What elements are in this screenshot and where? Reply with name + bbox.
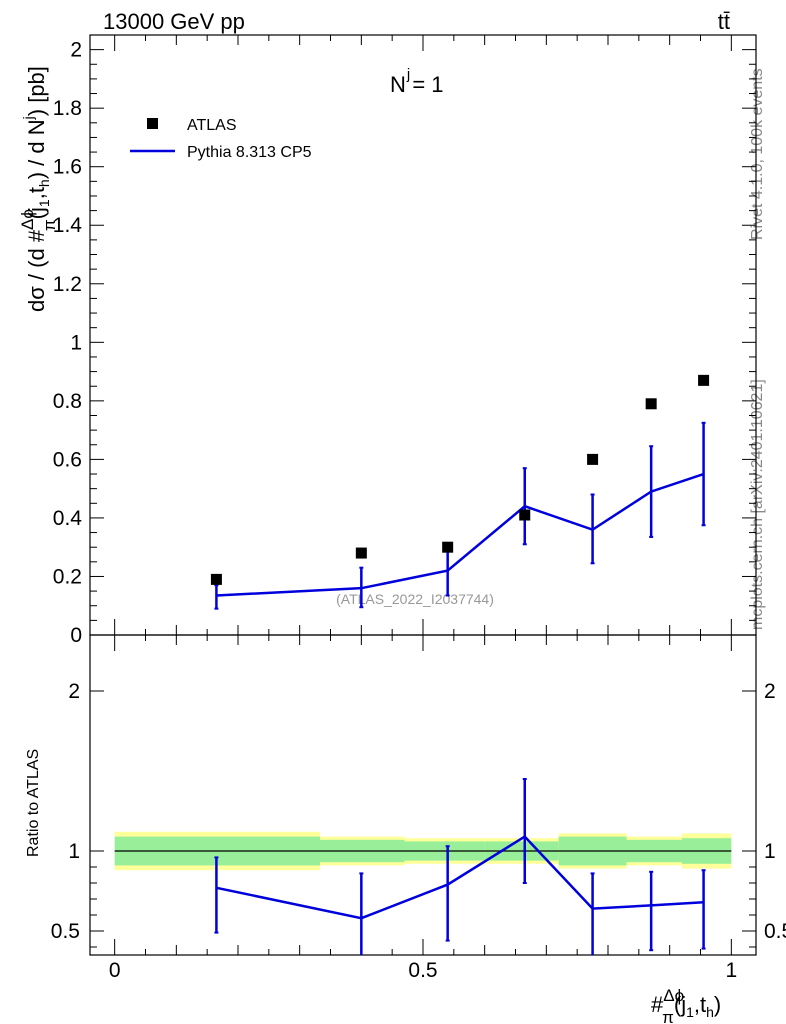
ratio-ytick-label-left: 2 <box>68 680 80 703</box>
ratio-ytick-label-left: 0.5 <box>51 920 80 943</box>
atlas-data-point <box>698 374 710 386</box>
main-ytick-label: 1.8 <box>53 97 82 120</box>
x-axis-label: #Δϕ π(j1,th) <box>651 986 721 1024</box>
ratio-ylabel: Ratio to ATLAS <box>25 749 42 857</box>
plot-marks: 0 0.2 0.4 0.6 0.8 1 1.2 1.4 1.6 1.8 2 0 0.5 1 0.5 0.5 1 1… <box>51 34 786 982</box>
legend-data-label: ATLAS <box>187 117 237 134</box>
ratio-ytick-label-right: 0.5 <box>764 920 786 943</box>
x-tick-label: 0.5 <box>408 959 437 982</box>
atlas-data-point <box>587 453 599 465</box>
legend-mc-label: Pythia 8.313 CP5 <box>187 144 312 161</box>
atlas-data-point <box>210 573 222 585</box>
mcplots-label: mcplots.cern.ch [arXiv:2401.10621] <box>749 379 766 630</box>
main-ytick-label: 0.4 <box>53 507 83 530</box>
main-ytick-label: 0.8 <box>53 390 82 413</box>
atlas-data-point <box>519 509 531 521</box>
rivet-version-label: Rivet 4.1.0, 100k events <box>749 68 766 240</box>
mc-line <box>216 472 704 597</box>
energy-label: 13000 GeV pp <box>103 9 245 34</box>
ratio-ytick-label-left: 1 <box>68 840 80 863</box>
main-panel-title: Nj = 1 <box>390 66 444 97</box>
analysis-label: (ATLAS_2022_I2037744) <box>336 591 494 607</box>
main-ytick-label: 2 <box>70 39 82 62</box>
main-ytick-label: 0.2 <box>53 565 82 588</box>
atlas-data-point <box>355 547 367 559</box>
main-ytick-label: 1 <box>70 331 82 354</box>
main-ytick-label: 1.6 <box>53 156 82 179</box>
main-ytick-label: 1.4 <box>53 214 83 237</box>
legend-data-marker <box>147 118 158 129</box>
ratio-ytick-label-right: 2 <box>764 680 776 703</box>
main-ytick-label: 0.6 <box>53 448 82 471</box>
ratio-panel-frame <box>89 634 757 956</box>
atlas-data-point <box>442 541 454 553</box>
x-tick-label: 1 <box>725 959 737 982</box>
ratio-ytick-label-right: 1 <box>764 840 776 863</box>
main-ylabel: dσ / (d #Δϕ π(j1,th) / d Nj) [pb] <box>18 66 59 312</box>
x-tick-label: 0 <box>109 959 121 982</box>
legend: ATLAS Pythia 8.313 CP5 <box>130 117 312 161</box>
atlas-data-point <box>645 398 657 410</box>
process-label: tt̄ <box>718 9 730 34</box>
main-ytick-label: 1.2 <box>53 273 82 296</box>
main-ytick-label: 0 <box>70 624 82 647</box>
